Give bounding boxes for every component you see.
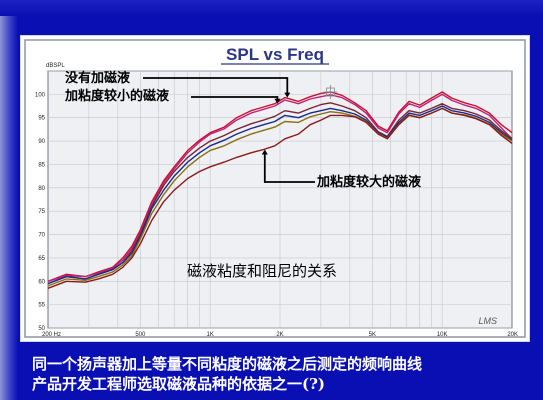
- series-line: [47, 93, 513, 282]
- x-tick-label: 200 Hz: [42, 332, 61, 338]
- y-tick-label: 100: [35, 92, 46, 98]
- annotation-high-viscosity: 加粘度较大的磁液: [316, 174, 421, 190]
- x-tick-label: 20K: [507, 332, 518, 338]
- y-axis-label: dBSPL: [46, 63, 65, 69]
- x-tick-label: 5K: [369, 332, 376, 338]
- y-tick-label: 90: [38, 139, 45, 145]
- left-accent-bar: [0, 0, 18, 400]
- spl-vs-freq-chart: SPL vs Freq dBSPL 100 95 90 85 80 75 70 65 60 55 5…: [24, 39, 526, 338]
- y-tick-label: 65: [38, 256, 45, 262]
- y-tick-label: 80: [38, 186, 45, 192]
- top-accent-bar: [0, 0, 543, 16]
- caption-line-1: 同一个扬声器加上等量不同粘度的磁液之后测定的频响曲线: [32, 355, 423, 373]
- annotation-arrowhead: [284, 92, 291, 98]
- chart-note: 磁液粘度和阻尼的关系: [187, 262, 337, 280]
- annotation-no-ferrofluid: 没有加磁液: [65, 70, 130, 86]
- series-line: [47, 105, 513, 285]
- y-tick-label: 50: [38, 326, 45, 332]
- caption-line-2: 产品开发工程师选取磁液品种的依据之一(?): [32, 375, 325, 393]
- lms-watermark: LMS: [478, 316, 497, 326]
- series-line: [47, 107, 513, 289]
- x-tick-label: 2K: [276, 332, 283, 338]
- series-line: [47, 102, 513, 285]
- annotation-leader-line: [143, 77, 289, 96]
- y-tick-label: 95: [38, 116, 45, 122]
- y-tick-label: 60: [38, 279, 45, 285]
- annotation-arrowhead: [274, 98, 281, 104]
- chart-title: SPL vs Freq: [226, 45, 324, 64]
- y-tick-label: 75: [38, 209, 45, 215]
- x-tick-label: 10K: [437, 332, 448, 338]
- y-tick-label: 70: [38, 233, 45, 239]
- x-tick-label: 1K: [206, 332, 213, 338]
- series-line: [47, 91, 513, 282]
- annotation-leader-line: [263, 153, 315, 183]
- chart-panel: SPL vs Freq dBSPL 100 95 90 85 80 75 70 65 60 55 5…: [20, 35, 530, 342]
- y-tick-label: 55: [38, 303, 45, 309]
- x-tick-label: 500: [135, 332, 146, 338]
- annotation-low-viscosity: 加粘度较小的磁液: [64, 88, 169, 104]
- y-tick-label: 85: [38, 162, 45, 168]
- annotation-arrowhead: [261, 149, 268, 155]
